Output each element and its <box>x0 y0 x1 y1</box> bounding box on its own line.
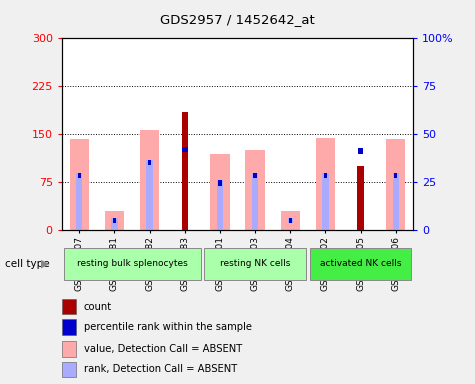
Bar <box>252 173 258 230</box>
Bar <box>62 362 76 377</box>
Text: count: count <box>84 302 112 312</box>
Text: value, Detection Call = ABSENT: value, Detection Call = ABSENT <box>84 344 242 354</box>
Bar <box>218 180 221 185</box>
Bar <box>76 173 82 178</box>
Text: resting bulk splenocytes: resting bulk splenocytes <box>76 259 188 268</box>
Bar <box>323 173 328 178</box>
Bar <box>140 130 159 230</box>
Bar <box>210 154 229 230</box>
Bar <box>182 147 188 152</box>
Bar <box>358 149 363 154</box>
Text: percentile rank within the sample: percentile rank within the sample <box>84 322 252 332</box>
Bar <box>76 173 83 230</box>
Bar <box>78 173 81 178</box>
Bar <box>281 211 300 230</box>
Bar <box>70 139 89 230</box>
Bar <box>204 248 306 280</box>
Bar <box>394 173 397 178</box>
Bar <box>181 112 188 230</box>
Bar <box>113 218 116 223</box>
Bar <box>252 173 258 178</box>
Bar <box>148 160 151 165</box>
Bar <box>386 139 405 230</box>
Text: GDS2957 / 1452642_at: GDS2957 / 1452642_at <box>160 13 315 26</box>
Bar <box>147 160 152 165</box>
Bar <box>254 173 256 178</box>
Text: ▶: ▶ <box>41 259 49 269</box>
Text: activated NK cells: activated NK cells <box>320 259 401 268</box>
Bar <box>357 166 364 230</box>
Bar <box>322 173 329 230</box>
Bar <box>146 160 153 230</box>
Bar <box>217 180 223 185</box>
Bar <box>62 319 76 334</box>
Bar <box>310 248 411 280</box>
Bar <box>324 173 327 178</box>
Text: cell type: cell type <box>5 259 49 269</box>
Bar <box>289 218 292 223</box>
Bar <box>62 299 76 314</box>
Bar <box>111 218 118 230</box>
Bar <box>392 173 399 230</box>
Text: rank, Detection Call = ABSENT: rank, Detection Call = ABSENT <box>84 364 237 374</box>
Bar <box>393 173 399 178</box>
Bar <box>246 151 265 230</box>
Bar <box>287 218 293 223</box>
Bar <box>316 137 335 230</box>
Bar <box>64 248 200 280</box>
Bar <box>105 211 124 230</box>
Bar <box>217 180 223 230</box>
Bar <box>112 218 117 223</box>
Text: resting NK cells: resting NK cells <box>220 259 290 268</box>
Bar <box>62 341 76 356</box>
